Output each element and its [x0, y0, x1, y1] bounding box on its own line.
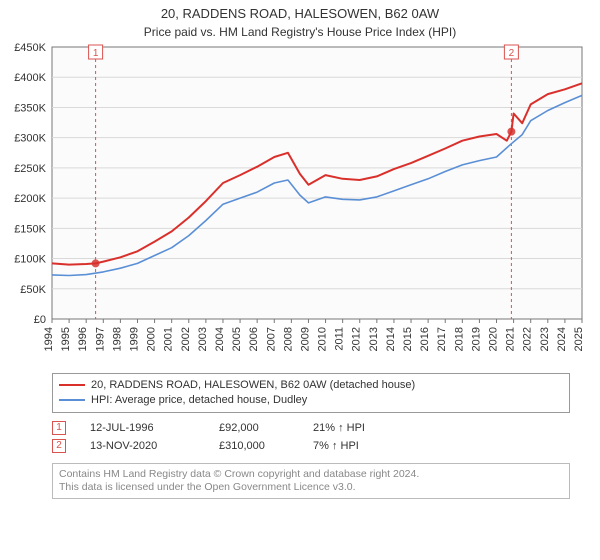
- svg-text:1: 1: [93, 48, 99, 59]
- svg-text:£300K: £300K: [14, 133, 46, 145]
- svg-text:2003: 2003: [197, 327, 209, 351]
- svg-text:£150K: £150K: [14, 223, 46, 235]
- svg-text:1997: 1997: [94, 327, 106, 351]
- svg-text:2004: 2004: [214, 327, 226, 351]
- svg-text:£250K: £250K: [14, 163, 46, 175]
- marker-row: 2 13-NOV-2020 £310,000 7% ↑ HPI: [52, 437, 570, 455]
- svg-text:£200K: £200K: [14, 193, 46, 205]
- marker-date: 12-JUL-1996: [90, 422, 195, 434]
- svg-text:2024: 2024: [556, 327, 568, 351]
- marker-table: 1 12-JUL-1996 £92,000 21% ↑ HPI 2 13-NOV…: [52, 419, 570, 455]
- chart-title-line1: 20, RADDENS ROAD, HALESOWEN, B62 0AW: [0, 0, 600, 23]
- svg-text:£0: £0: [34, 314, 46, 326]
- marker-badge: 2: [52, 439, 66, 453]
- svg-text:2011: 2011: [334, 327, 346, 351]
- svg-text:£50K: £50K: [20, 284, 46, 296]
- svg-text:1998: 1998: [111, 327, 123, 351]
- svg-text:2005: 2005: [231, 327, 243, 351]
- svg-text:2020: 2020: [488, 327, 500, 351]
- legend-swatch: [59, 399, 85, 401]
- svg-text:2023: 2023: [539, 327, 551, 351]
- svg-text:£400K: £400K: [14, 72, 46, 84]
- svg-text:£350K: £350K: [14, 102, 46, 114]
- legend-item: 20, RADDENS ROAD, HALESOWEN, B62 0AW (de…: [59, 378, 563, 393]
- legend-label: 20, RADDENS ROAD, HALESOWEN, B62 0AW (de…: [91, 378, 415, 393]
- marker-price: £310,000: [219, 440, 289, 452]
- svg-text:£450K: £450K: [14, 42, 46, 54]
- svg-text:2014: 2014: [385, 327, 397, 351]
- marker-date: 13-NOV-2020: [90, 440, 195, 452]
- svg-text:2002: 2002: [180, 327, 192, 351]
- svg-text:2017: 2017: [436, 327, 448, 351]
- marker-delta: 21% ↑ HPI: [313, 422, 403, 434]
- svg-text:2013: 2013: [368, 327, 380, 351]
- svg-text:1996: 1996: [77, 327, 89, 351]
- legend-label: HPI: Average price, detached house, Dudl…: [91, 393, 307, 408]
- svg-text:2019: 2019: [470, 327, 482, 351]
- svg-text:2006: 2006: [248, 327, 260, 351]
- footnote-line: This data is licensed under the Open Gov…: [59, 481, 563, 494]
- svg-text:1995: 1995: [60, 327, 72, 351]
- svg-text:2: 2: [509, 48, 515, 59]
- svg-text:2008: 2008: [282, 327, 294, 351]
- svg-text:£100K: £100K: [14, 253, 46, 265]
- svg-text:2025: 2025: [573, 327, 585, 351]
- svg-text:1994: 1994: [43, 327, 55, 351]
- marker-badge: 1: [52, 421, 66, 435]
- chart-area: £0 £50K £100K £150K £200K £250K £300K £350K £400…: [0, 39, 600, 369]
- svg-text:2012: 2012: [351, 327, 363, 351]
- svg-text:2009: 2009: [299, 327, 311, 351]
- footnote: Contains HM Land Registry data © Crown c…: [52, 463, 570, 499]
- svg-text:2016: 2016: [419, 327, 431, 351]
- line-chart: £0 £50K £100K £150K £200K £250K £300K £350K £400…: [0, 39, 600, 369]
- legend: 20, RADDENS ROAD, HALESOWEN, B62 0AW (de…: [52, 373, 570, 413]
- marker-row: 1 12-JUL-1996 £92,000 21% ↑ HPI: [52, 419, 570, 437]
- svg-text:2000: 2000: [146, 327, 158, 351]
- svg-text:2018: 2018: [453, 327, 465, 351]
- svg-text:2021: 2021: [505, 327, 517, 351]
- svg-text:2015: 2015: [402, 327, 414, 351]
- marker-price: £92,000: [219, 422, 289, 434]
- legend-item: HPI: Average price, detached house, Dudl…: [59, 393, 563, 408]
- chart-title-line2: Price paid vs. HM Land Registry's House …: [0, 23, 600, 39]
- svg-text:2010: 2010: [317, 327, 329, 351]
- footnote-line: Contains HM Land Registry data © Crown c…: [59, 468, 563, 481]
- svg-text:1999: 1999: [128, 327, 140, 351]
- svg-text:2007: 2007: [265, 327, 277, 351]
- page: 20, RADDENS ROAD, HALESOWEN, B62 0AW Pri…: [0, 0, 600, 560]
- legend-swatch: [59, 384, 85, 386]
- marker-delta: 7% ↑ HPI: [313, 440, 403, 452]
- svg-text:2001: 2001: [163, 327, 175, 351]
- svg-text:2022: 2022: [522, 327, 534, 351]
